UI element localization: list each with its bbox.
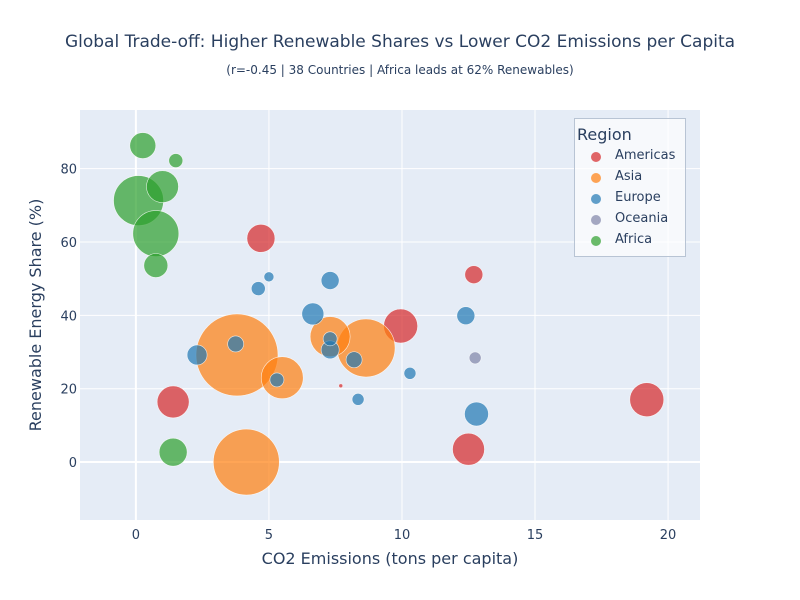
- legend-marker-icon: [591, 152, 601, 162]
- x-axis-title: CO2 Emissions (tons per capita): [262, 549, 519, 568]
- legend-item-americas[interactable]: Americas: [575, 147, 685, 167]
- bubble-americas[interactable]: [338, 383, 344, 389]
- bubble-africa[interactable]: [168, 153, 184, 168]
- bubble-europe[interactable]: [227, 335, 244, 353]
- chart-title: Global Trade-off: Higher Renewable Share…: [64, 32, 736, 52]
- bubble-europe[interactable]: [351, 393, 365, 406]
- legend-item-oceania[interactable]: Oceania: [575, 210, 685, 230]
- x-tick-label: 0: [132, 528, 140, 543]
- legend-item-asia[interactable]: Asia: [575, 168, 685, 188]
- series-americas: [156, 224, 665, 466]
- bubble-europe[interactable]: [464, 401, 489, 427]
- bubble-africa[interactable]: [143, 253, 169, 278]
- bubble-asia[interactable]: [213, 428, 280, 496]
- bubble-europe[interactable]: [250, 281, 266, 296]
- bubble-europe[interactable]: [186, 344, 208, 366]
- series-oceania: [468, 351, 482, 365]
- series-africa: [113, 132, 188, 467]
- legend-marker-icon: [591, 215, 601, 225]
- y-axis-title: Renewable Energy Share (%): [26, 199, 45, 432]
- bubble-europe[interactable]: [301, 302, 325, 326]
- x-tick-label: 5: [265, 528, 273, 543]
- legend-title: Region: [577, 125, 632, 144]
- bubble-europe[interactable]: [322, 331, 338, 347]
- bubble-europe[interactable]: [263, 271, 275, 283]
- y-tick-label: 40: [60, 309, 77, 324]
- legend-label: Europe: [615, 190, 661, 205]
- bubble-americas[interactable]: [464, 265, 484, 284]
- y-tick-label: 0: [69, 456, 77, 471]
- chart-subtitle: (r=-0.45 | 38 Countries | Africa leads a…: [226, 63, 574, 77]
- legend-label: Americas: [615, 148, 676, 163]
- bubble-africa[interactable]: [132, 210, 180, 257]
- bubble-europe[interactable]: [269, 372, 285, 388]
- bubble-oceania[interactable]: [468, 351, 482, 365]
- tick-labels: 0 5 10 15 20 0 20 40 60 80: [60, 163, 676, 543]
- legend-label: Asia: [615, 169, 643, 184]
- legend-marker-icon: [591, 236, 601, 246]
- legend-item-africa[interactable]: Africa: [575, 231, 685, 251]
- legend-marker-icon: [591, 194, 601, 204]
- bubble-americas[interactable]: [629, 382, 665, 418]
- y-tick-label: 80: [60, 163, 77, 178]
- series-europe: [186, 271, 489, 427]
- x-tick-label: 15: [527, 528, 544, 543]
- bubble-africa[interactable]: [129, 132, 157, 159]
- bubble-americas[interactable]: [452, 432, 485, 466]
- bubble-americas[interactable]: [156, 385, 190, 419]
- bubbles: [113, 132, 665, 496]
- bubble-europe[interactable]: [403, 367, 417, 380]
- x-tick-label: 10: [394, 528, 411, 543]
- bubble-europe[interactable]: [345, 351, 363, 369]
- x-tick-label: 20: [660, 528, 677, 543]
- legend-label: Oceania: [615, 211, 669, 226]
- series-asia: [195, 313, 396, 496]
- legend: Region Americas Asia Europe Oceania Africa: [574, 118, 686, 257]
- y-tick-label: 20: [60, 383, 77, 398]
- bubble-africa[interactable]: [146, 170, 179, 203]
- legend-item-europe[interactable]: Europe: [575, 189, 685, 209]
- bubble-europe[interactable]: [320, 271, 340, 290]
- bubble-europe[interactable]: [456, 306, 476, 326]
- legend-marker-icon: [591, 173, 601, 183]
- bubble-africa[interactable]: [158, 437, 188, 467]
- legend-label: Africa: [615, 232, 653, 247]
- y-tick-label: 60: [60, 236, 77, 251]
- bubble-americas[interactable]: [246, 224, 276, 253]
